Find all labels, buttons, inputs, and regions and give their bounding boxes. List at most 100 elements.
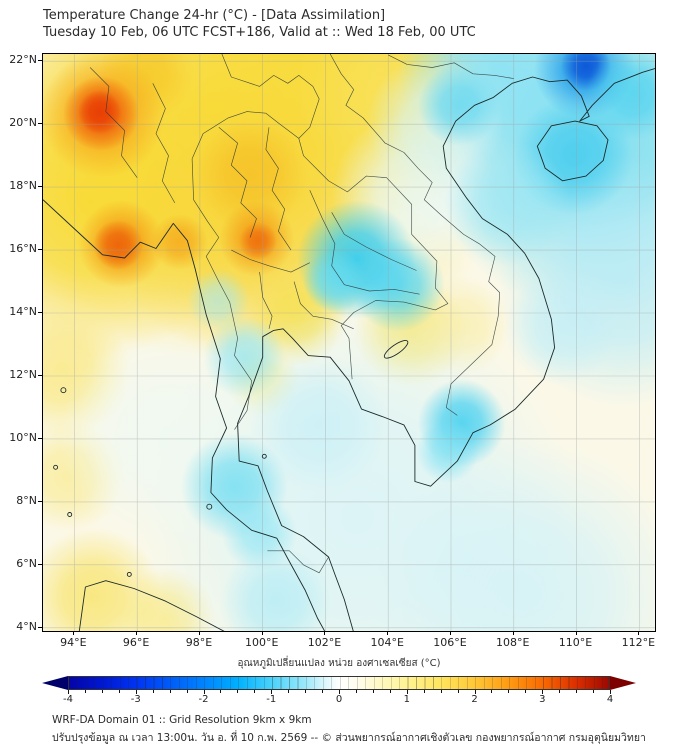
colorbar-major-tick [271, 690, 273, 694]
lat-label: 16°N [9, 242, 37, 256]
colorbar-tick-label: 4 [606, 694, 614, 705]
lat-tick [38, 500, 42, 502]
colorbar-tick-label: 2 [471, 694, 478, 705]
graticule [43, 54, 655, 631]
lon-tick [198, 631, 200, 635]
colorbar-tick-label: -3 [130, 694, 141, 705]
lat-tick [38, 249, 42, 251]
temperature-anomaly-blob [504, 272, 618, 386]
lat-tick [38, 626, 42, 628]
colorbar-minor-tick [305, 690, 307, 693]
temperature-anomaly-blob [250, 354, 389, 493]
colorbar-tick-label: 0 [335, 694, 343, 705]
lon-tick [324, 631, 326, 635]
lon-label: 102°E [307, 636, 342, 649]
lat-label: 22°N [9, 53, 37, 67]
colorbar-minor-tick [423, 690, 425, 693]
colorbar-minor-tick [288, 690, 290, 693]
colorbar-minor-tick [491, 690, 493, 693]
colorbar-minor-tick [355, 690, 357, 693]
colorbar-label: อุณหภูมิเปลี่ยนแปลง หน่วย องศาเซลเซียส (… [237, 658, 441, 669]
lon-label: 110°E [558, 636, 593, 649]
temperature-anomaly-blob [93, 220, 144, 271]
colorbar-minor-tick [169, 690, 171, 693]
colorbar-minor-tick [101, 690, 103, 693]
colorbar-minor-tick [254, 690, 256, 693]
colorbar-minor-tick [559, 690, 561, 693]
temperature-anomaly-blob [239, 221, 277, 260]
colorbar-major-tick [68, 690, 69, 694]
colorbar-major-tick [610, 690, 611, 694]
lat-label: 4°N [16, 619, 37, 633]
lat-tick [38, 123, 42, 125]
lon-tick [575, 631, 577, 635]
lat-tick [38, 60, 42, 62]
colorbar-minor-tick [593, 690, 595, 693]
temperature-anomaly-blob [444, 140, 571, 266]
lon-label: 96°E [122, 636, 150, 649]
colorbar-minor-tick [457, 690, 459, 693]
colorbar: -4 -3 -2 -1 0 1 2 3 4 [42, 676, 636, 705]
colorbar-major-tick [203, 690, 205, 694]
temperature-anomaly-blob [218, 546, 332, 631]
lat-label: 10°N [9, 431, 37, 444]
colorbar-left-arrow [42, 676, 68, 690]
temperature-anomaly-blob [416, 420, 480, 483]
lat-label: 18°N [9, 179, 37, 193]
lat-tick [38, 186, 42, 188]
footer-model-info: WRF-DA Domain 01 :: Grid Resolution 9km … [52, 714, 312, 726]
colorbar-tick-label: 3 [539, 694, 546, 705]
colorbar-right-arrow [610, 676, 636, 690]
colorbar-major-tick [542, 690, 544, 694]
lon-tick [387, 631, 389, 635]
lat-label: 8°N [16, 493, 37, 507]
lon-tick [261, 631, 263, 635]
lon-tick [512, 631, 514, 635]
lon-tick [73, 631, 75, 635]
colorbar-major-tick [135, 690, 137, 694]
lon-tick [136, 631, 138, 635]
lat-label: 14°N [9, 305, 37, 319]
colorbar-minor-tick [186, 690, 188, 693]
lon-label: 94°E [60, 636, 87, 649]
lat-tick [38, 563, 42, 565]
colorbar-minor-tick [576, 690, 578, 693]
lon-label: 104°E [370, 636, 404, 649]
admin-borders [89, 54, 514, 574]
lat-tick [38, 375, 42, 377]
temperature-anomaly-blob [303, 250, 367, 313]
colorbar-minor-tick [237, 690, 239, 693]
colorbar-minor-tick [322, 690, 324, 693]
colorbar-minor-tick [525, 690, 527, 693]
map-subtitle: Tuesday 10 Feb, 06 UTC FCST+186, Valid a… [43, 25, 476, 40]
colorbar-tick-label: 1 [403, 694, 410, 705]
colorbar-tick-label: -4 [63, 694, 73, 705]
coastline-paths [43, 68, 655, 631]
lon-label: 100°E [244, 636, 279, 649]
colorbar-minor-tick [84, 690, 86, 693]
map-plot [42, 53, 656, 632]
colorbar-major-tick [339, 690, 340, 694]
lat-tick [38, 438, 42, 439]
colorbar-minor-tick [118, 690, 120, 693]
coastlines-svg [43, 54, 655, 631]
lon-label: 98°E [185, 636, 213, 649]
colorbar-minor-tick [508, 690, 510, 693]
colorbar-minor-tick [372, 690, 374, 693]
colorbar-major-tick [474, 690, 476, 694]
title-block: Temperature Change 24-hr (°C) - [Data As… [43, 7, 476, 41]
lon-label: 106°E [433, 636, 467, 649]
colorbar-tick-label: -2 [198, 694, 209, 705]
lat-label: 12°N [9, 368, 37, 382]
lon-tick [638, 631, 640, 635]
colorbar-minor-tick [220, 690, 222, 693]
temperature-anomaly-blob [77, 89, 122, 134]
lat-label: 6°N [16, 556, 37, 570]
colorbar-minor-tick [389, 690, 391, 693]
colorbar-tick-label: -1 [266, 694, 277, 705]
lon-tick [449, 631, 451, 635]
lon-label: 108°E [496, 636, 530, 649]
temperature-anomaly-blob [418, 64, 500, 147]
footer-credit: ปรับปรุงข้อมูล ณ เวลา 13:00น. วัน อ. ที่… [52, 732, 646, 744]
